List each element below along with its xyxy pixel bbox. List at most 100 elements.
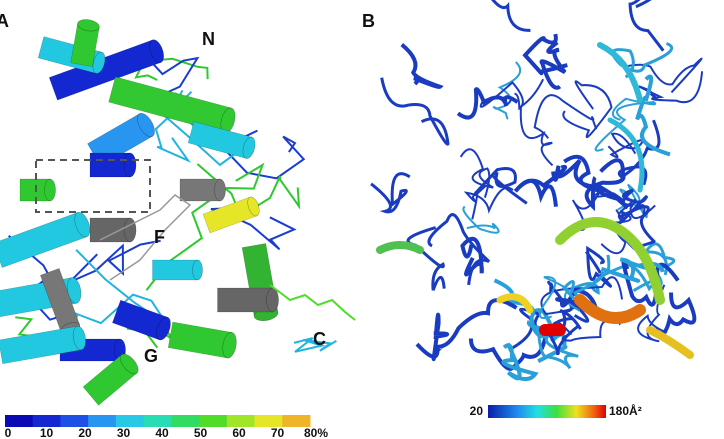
backbone — [406, 226, 446, 291]
color-scale-a: 0 10 20 30 40 50 60 70 80% — [5, 415, 328, 439]
backbone — [462, 205, 500, 234]
backbone — [533, 94, 598, 139]
helix-body — [89, 217, 131, 243]
helix-body — [179, 178, 221, 202]
structure-a — [0, 19, 356, 406]
scale-label: 60 — [232, 426, 246, 439]
backbone — [562, 254, 611, 306]
helix — [217, 287, 279, 313]
backbone — [585, 245, 612, 288]
helix — [187, 121, 256, 159]
helix-end — [77, 19, 100, 32]
panel-label: A — [0, 11, 9, 31]
helix-end — [247, 196, 260, 217]
helix-end — [72, 325, 86, 351]
flexible-loop — [607, 117, 645, 193]
annotation: C — [313, 329, 326, 349]
helix — [0, 211, 91, 268]
backbone — [635, 74, 671, 157]
helix-end — [123, 152, 137, 178]
color-scale-b — [488, 405, 606, 418]
backbone — [538, 276, 581, 320]
backbone — [530, 308, 568, 363]
scale-segment — [254, 415, 283, 427]
helix-end — [242, 136, 256, 159]
helix — [82, 353, 139, 406]
helix — [0, 325, 86, 365]
annotation: N — [202, 29, 215, 49]
helix — [108, 76, 236, 134]
scale-label: 10 — [40, 426, 54, 439]
scale-label: 30 — [117, 426, 131, 439]
flexible-loop — [574, 294, 646, 324]
backbone — [463, 186, 514, 220]
highlight-box — [35, 159, 151, 213]
scale-segment — [32, 415, 61, 427]
helix — [19, 178, 56, 202]
scale-segment — [60, 415, 89, 427]
annotation: F — [154, 227, 165, 247]
helix-end — [67, 277, 82, 304]
scale-label: 80% — [304, 426, 328, 439]
helix — [70, 19, 100, 67]
backbone — [492, 61, 522, 120]
scale-label: 40 — [155, 426, 169, 439]
backbone — [501, 342, 539, 382]
helix — [167, 321, 237, 359]
scale-segment — [226, 415, 256, 427]
helix-end — [266, 287, 279, 313]
scale-segment — [199, 415, 228, 427]
helix-end — [192, 259, 203, 281]
helix-body — [152, 259, 198, 281]
structure-b — [370, 0, 704, 382]
backbone — [196, 163, 301, 218]
flexible-loop — [496, 293, 534, 314]
backbone — [513, 164, 568, 207]
backbone — [584, 158, 626, 212]
scale-segment — [143, 415, 172, 427]
backbone — [594, 97, 657, 152]
helix-end — [149, 39, 164, 63]
scale-label: 0 — [5, 426, 12, 439]
backbone — [473, 166, 528, 205]
scale-segment — [171, 415, 200, 427]
helix-end — [44, 178, 56, 202]
annotation: G — [144, 346, 158, 366]
backbone — [617, 198, 656, 223]
scale-label: 70 — [271, 426, 285, 439]
helix-end — [92, 51, 106, 74]
helix — [89, 152, 137, 178]
panel-label: B — [362, 11, 375, 31]
helix-end — [137, 113, 155, 137]
backbone — [522, 33, 568, 76]
helix — [89, 217, 137, 243]
scale-label: 50 — [194, 426, 208, 439]
backbone — [563, 154, 630, 210]
helix-body — [89, 152, 131, 178]
helix — [179, 178, 226, 202]
backbone — [71, 249, 168, 326]
backbone — [479, 81, 524, 111]
backbone — [562, 80, 613, 138]
flexible-loop — [376, 241, 424, 254]
backbone — [539, 40, 567, 90]
helix-end — [222, 332, 237, 359]
flexible-loop — [597, 42, 643, 103]
helix-end — [156, 316, 171, 341]
helix-body — [167, 321, 233, 359]
scale-segment — [5, 415, 34, 427]
backbone — [370, 172, 411, 214]
helix-end — [119, 353, 139, 375]
flexible-loop — [646, 326, 694, 359]
ligand — [269, 284, 356, 321]
helix — [112, 299, 171, 341]
ligand — [99, 194, 192, 281]
backbone — [400, 42, 444, 89]
scale-segment — [115, 415, 145, 427]
backbone — [456, 87, 519, 120]
helix-body — [217, 287, 273, 313]
backbone — [293, 337, 337, 353]
backbone — [431, 312, 450, 362]
backbone — [415, 298, 518, 359]
